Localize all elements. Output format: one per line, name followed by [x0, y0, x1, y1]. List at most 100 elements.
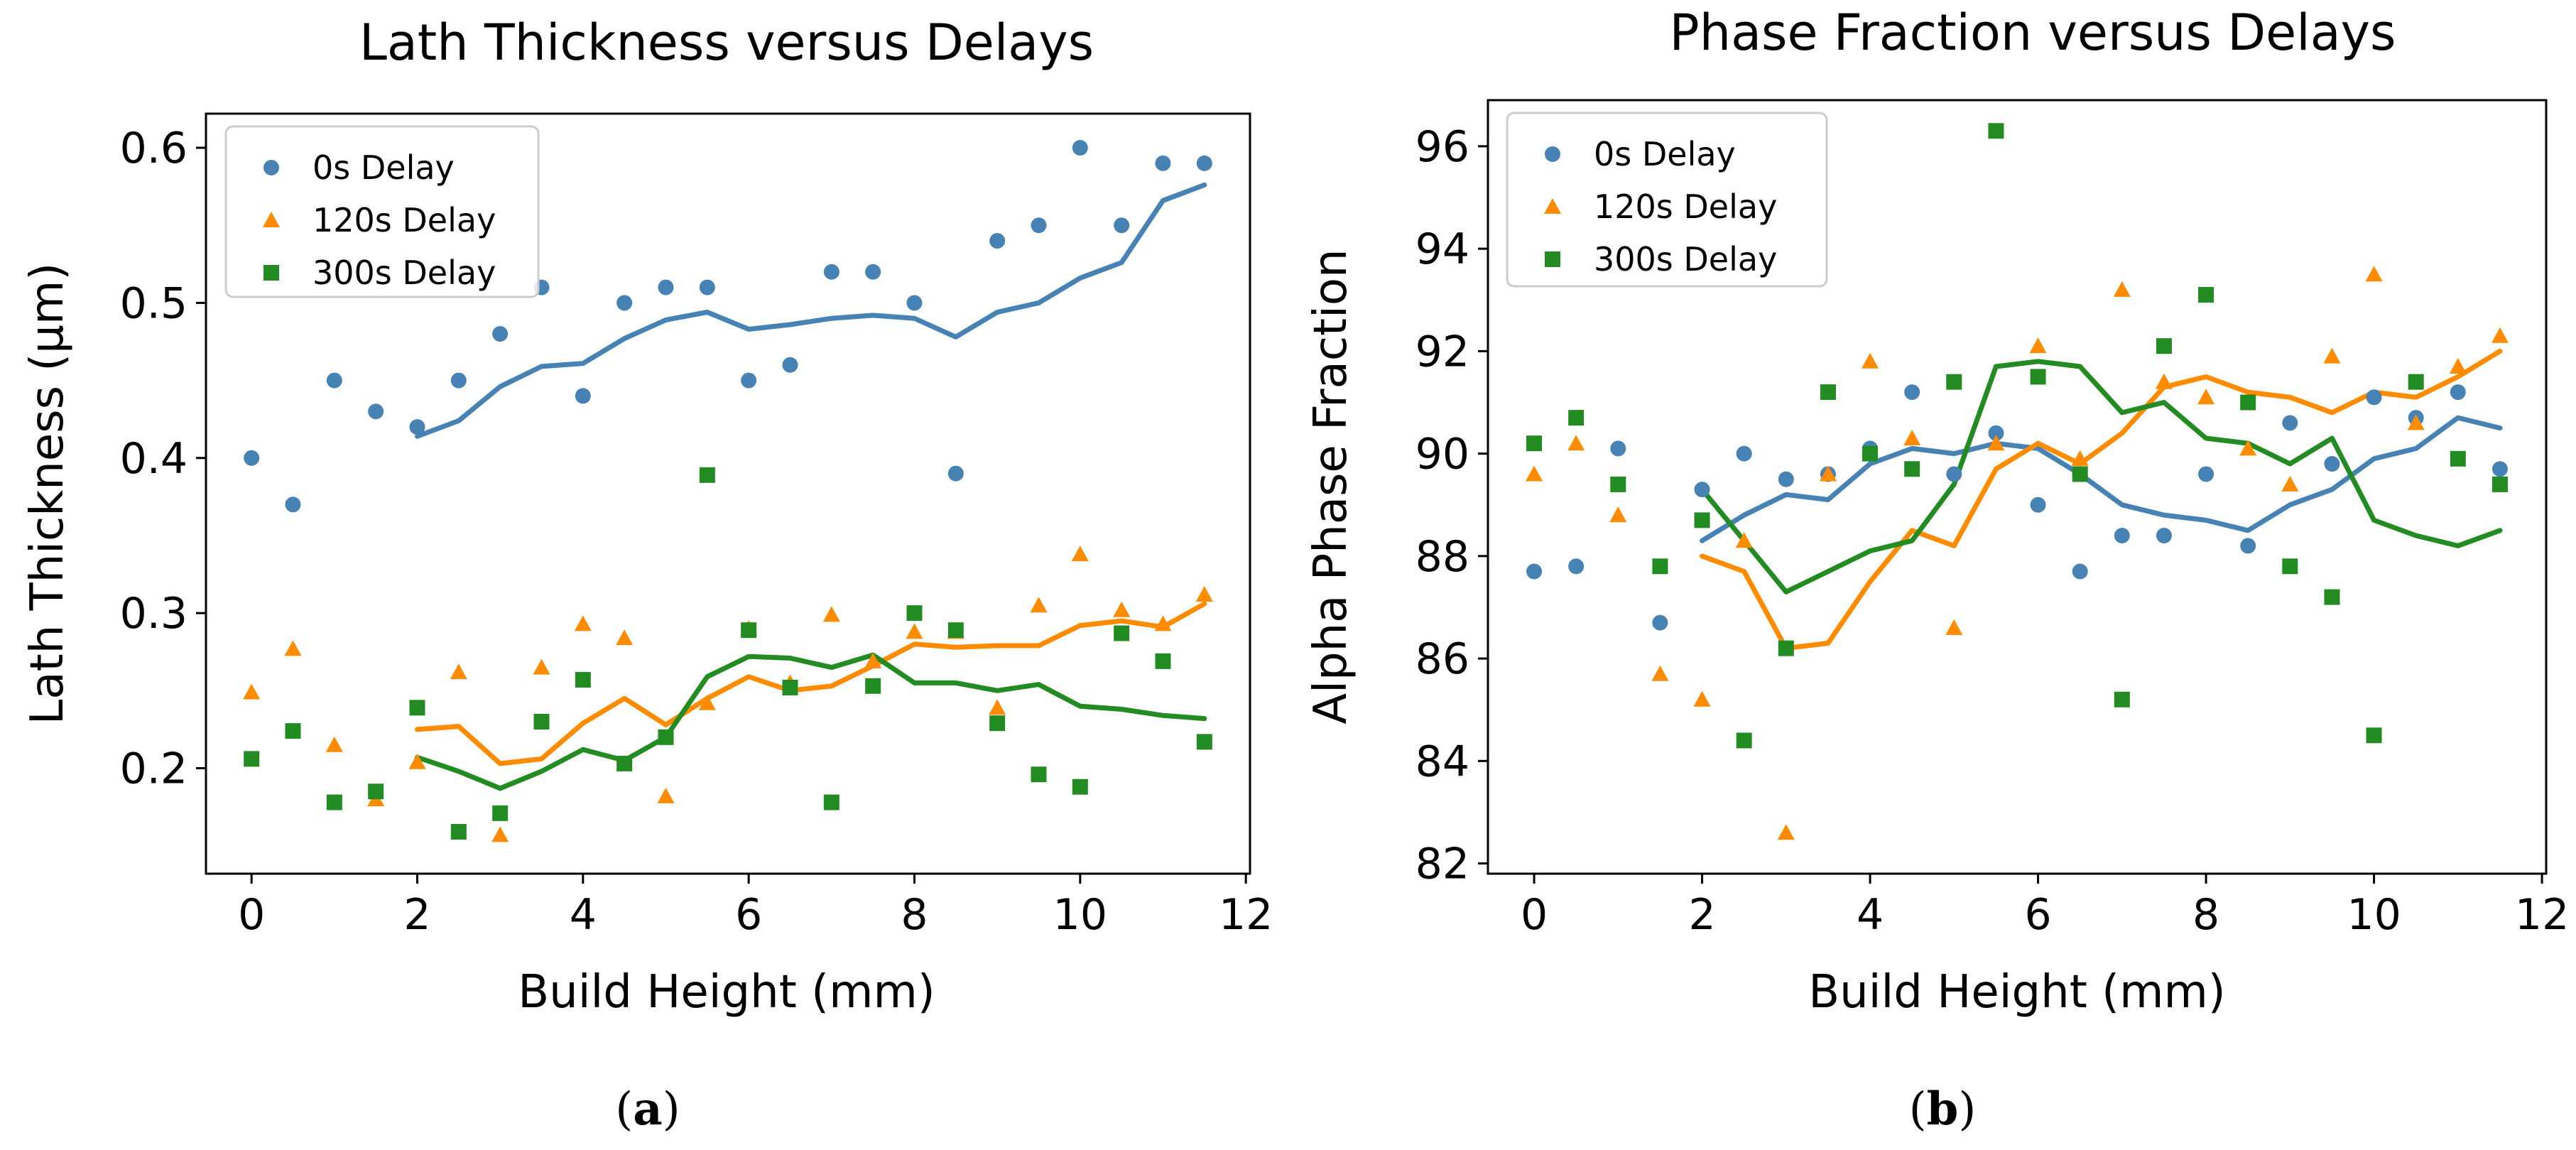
- data-point-s0: [1568, 558, 1585, 575]
- data-point-s120: [2407, 414, 2425, 430]
- data-point-s0: [492, 326, 509, 342]
- data-point-s0: [658, 279, 674, 295]
- data-point-s120: [1651, 665, 1669, 681]
- chart-panel-a: Lath Thickness versus Delays 0 2 4 6 8 10 12 0.…: [21, 13, 1273, 1136]
- data-point-s300: [492, 805, 509, 821]
- data-point-s120: [1567, 435, 1585, 451]
- data-point-s300: [699, 467, 715, 483]
- x-tick-label: 0: [238, 890, 265, 940]
- data-point-s300: [823, 794, 839, 810]
- data-point-s0: [1072, 140, 1088, 156]
- data-point-s120: [491, 826, 509, 842]
- data-point-s0: [741, 372, 757, 389]
- data-point-s0: [244, 450, 260, 466]
- data-point-s0: [1610, 440, 1626, 457]
- data-point-s120: [698, 694, 716, 710]
- data-point-s120: [1154, 615, 1172, 631]
- data-point-s0: [2366, 389, 2382, 406]
- data-point-s120: [408, 753, 426, 769]
- data-point-s120: [2449, 358, 2467, 374]
- data-point-s300: [575, 672, 591, 688]
- data-point-s0: [1736, 445, 1752, 462]
- legend-label-s0: 0s Delay: [313, 148, 455, 187]
- data-point-s0: [2324, 456, 2340, 472]
- x-tick-label: 12: [1219, 890, 1273, 940]
- data-point-s120: [1903, 429, 1921, 445]
- chart-a-ylabel: Lath Thickness (µm): [21, 263, 74, 725]
- data-point-s300: [2282, 558, 2298, 575]
- y-tick-label: 0.5: [120, 278, 188, 328]
- data-point-s120: [1030, 597, 1048, 613]
- data-point-s120: [1609, 506, 1627, 523]
- data-point-s0: [989, 233, 1006, 249]
- data-point-s0: [947, 465, 964, 482]
- data-point-s120: [2029, 337, 2047, 354]
- data-point-s120: [864, 652, 882, 668]
- y-tick-label: 90: [1415, 430, 1469, 479]
- x-tick-label: 4: [1857, 890, 1884, 940]
- data-point-s0: [2072, 563, 2088, 580]
- data-point-s300: [1778, 640, 1794, 656]
- data-point-s300: [1946, 374, 1962, 390]
- data-point-s300: [782, 679, 798, 695]
- chart-b-ylabel: Alpha Phase Fraction: [1305, 249, 1357, 724]
- data-point-s120: [1693, 690, 1711, 707]
- data-point-s120: [1987, 435, 2005, 451]
- data-point-s300: [533, 714, 550, 729]
- data-point-s120: [2491, 327, 2509, 343]
- data-point-s120: [2365, 266, 2383, 282]
- data-point-s120: [574, 615, 592, 631]
- data-point-s120: [2197, 389, 2215, 405]
- legend-marker-s120: [1544, 198, 1561, 214]
- data-point-s0: [1778, 471, 1794, 487]
- y-tick-label: 0.2: [120, 744, 188, 794]
- data-point-s0: [823, 264, 839, 280]
- x-tick-label: 8: [901, 890, 928, 940]
- data-point-s0: [2156, 528, 2172, 544]
- data-point-s0: [409, 419, 425, 435]
- trend-line-s300: [415, 652, 1207, 791]
- data-point-s300: [1031, 766, 1047, 783]
- chart-a-points: [243, 140, 1213, 842]
- chart-a-plot-area: [205, 112, 1251, 875]
- data-point-s120: [1195, 585, 1213, 602]
- data-point-s300: [2408, 374, 2424, 390]
- data-point-s0: [450, 372, 467, 389]
- data-point-s120: [1862, 352, 1879, 369]
- x-tick-label: 0: [1521, 890, 1548, 940]
- legend-label-s0: 0s Delay: [1594, 135, 1736, 173]
- data-point-s120: [2323, 347, 2341, 364]
- data-point-s0: [1988, 425, 2004, 441]
- chart-a-trend-lines: [415, 182, 1207, 791]
- data-point-s0: [1652, 614, 1668, 631]
- data-point-s120: [533, 658, 550, 675]
- data-point-s120: [284, 640, 302, 656]
- data-point-s0: [2450, 384, 2466, 401]
- data-point-s0: [1196, 155, 1212, 171]
- data-point-s0: [575, 388, 591, 404]
- data-point-s120: [1526, 465, 1543, 482]
- data-point-s300: [1736, 732, 1752, 749]
- data-point-s300: [989, 715, 1006, 732]
- data-point-s300: [2030, 369, 2046, 385]
- data-point-s0: [1694, 482, 1710, 498]
- x-tick-label: 2: [403, 890, 430, 940]
- data-point-s300: [1988, 123, 2004, 139]
- y-tick-label: 88: [1415, 532, 1469, 582]
- x-tick-label: 8: [2192, 890, 2219, 940]
- chart-b-points: [1526, 123, 2509, 840]
- legend-label-s120: 120s Delay: [313, 201, 496, 239]
- data-point-s0: [2030, 497, 2046, 513]
- y-tick-label: 96: [1415, 122, 1469, 172]
- chart-a-ticks: 0 2 4 6 8 10 12 0.2 0.3 0.4 0.5 0.6: [120, 124, 1273, 940]
- trend-line-s0: [1700, 415, 2503, 543]
- data-point-s300: [450, 824, 467, 840]
- x-tick-label: 4: [570, 890, 597, 940]
- data-point-s300: [2491, 476, 2508, 492]
- legend-label-s300: 300s Delay: [313, 254, 496, 292]
- data-point-s120: [450, 663, 467, 680]
- data-point-s300: [1155, 653, 1171, 669]
- data-point-s120: [243, 683, 261, 700]
- chart-b-caption: (b): [1909, 1083, 1977, 1136]
